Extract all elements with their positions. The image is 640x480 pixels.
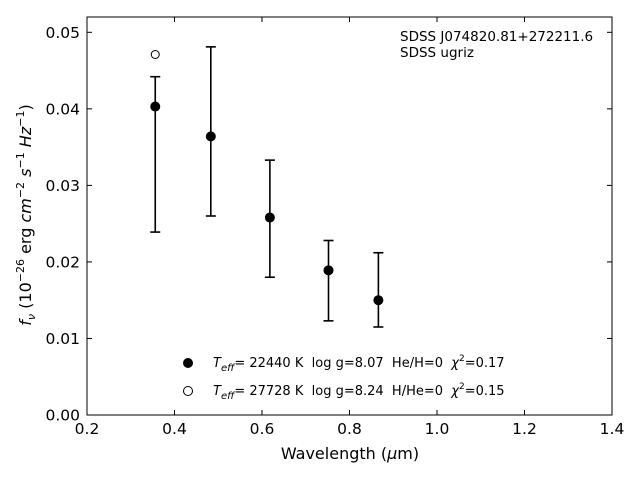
annotation-object-name: SDSS J074820.81+272211.6 — [400, 29, 593, 45]
x-tick-label: 1.0 — [425, 420, 450, 438]
legend: Teff= 22440 K log g=8.07 He/H=0 χ2=0.17 … — [183, 354, 505, 402]
x-axis-title: Wavelength (μm) — [281, 444, 419, 463]
legend-entry-1: Teff= 22440 K log g=8.07 He/H=0 χ2=0.17 — [213, 354, 505, 374]
legend-entry-2: Teff= 27728 K log g=8.24 H/He=0 χ2=0.15 — [213, 382, 505, 402]
x-tick-label: 1.4 — [600, 420, 625, 438]
annotation-filter-set: SDSS ugriz — [400, 45, 474, 61]
x-tick-label: 1.2 — [512, 420, 537, 438]
data-point-filled — [205, 131, 216, 142]
data-point-filled — [323, 265, 334, 276]
y-tick-label: 0.00 — [45, 407, 80, 425]
y-tick-label: 0.02 — [45, 253, 80, 271]
y-axis-title: fν (10−26 erg cm−2 s−1 Hz−1) — [14, 104, 38, 325]
data-point-open — [150, 50, 160, 60]
y-tick-label: 0.01 — [45, 330, 80, 348]
x-tick-label: 0.2 — [75, 420, 100, 438]
y-tick-label: 0.04 — [45, 100, 80, 118]
x-tick-label: 0.6 — [250, 420, 275, 438]
chart-marks — [150, 46, 384, 328]
chart-axes: 0.2 0.4 0.6 0.8 1.0 1.2 1.4 0.00 0.01 0.02 0.03 0.0… — [45, 16, 625, 438]
x-tick-label: 0.8 — [337, 420, 362, 438]
legend-marker-filled — [183, 358, 193, 368]
data-point-filled — [373, 295, 384, 306]
y-tick-label: 0.05 — [45, 24, 80, 42]
x-tick-label: 0.4 — [162, 420, 187, 438]
y-tick-label: 0.03 — [45, 177, 80, 195]
data-point-filled — [150, 101, 161, 112]
legend-marker-open — [183, 386, 193, 396]
data-point-filled — [264, 212, 275, 223]
